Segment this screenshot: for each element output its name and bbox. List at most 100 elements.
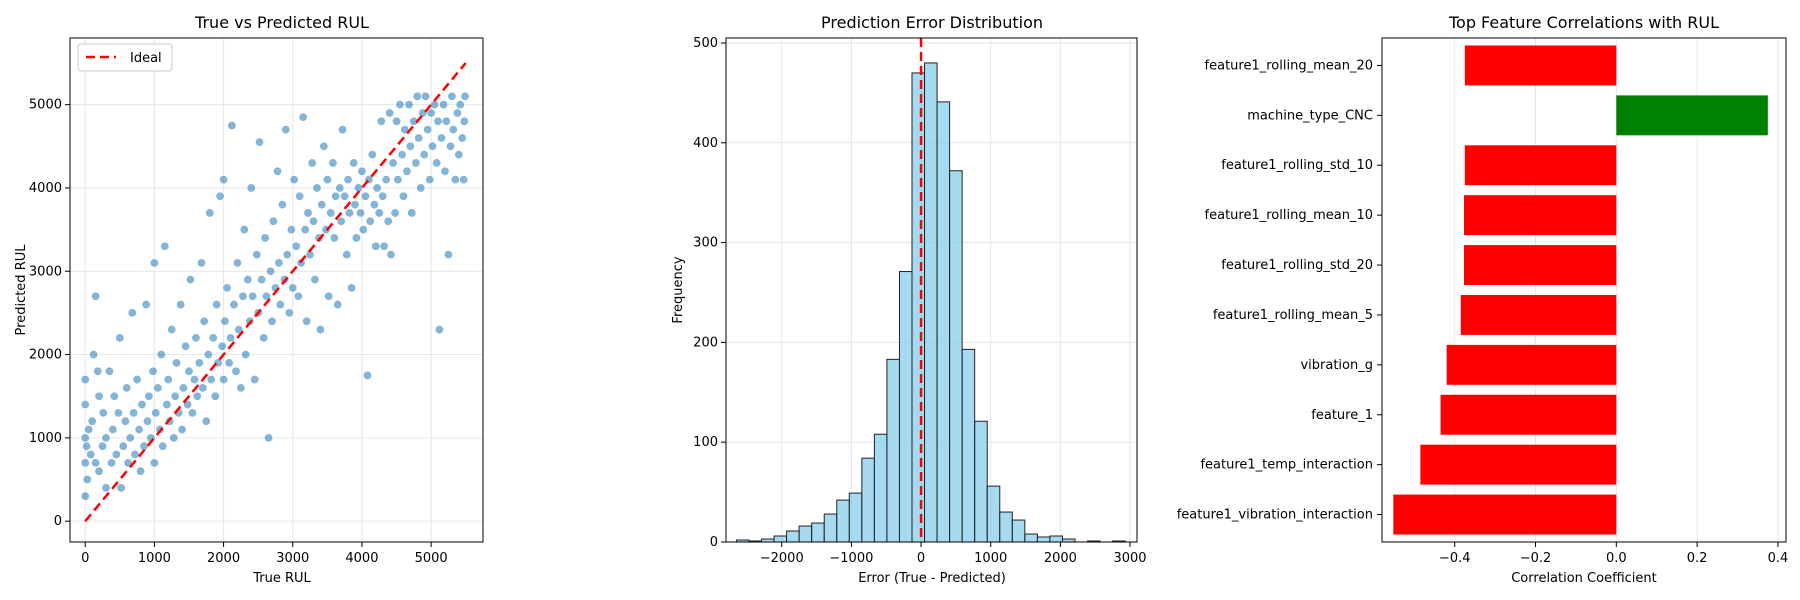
scatter-point xyxy=(343,175,353,185)
scatter-point xyxy=(225,333,235,343)
scatter-point xyxy=(312,183,322,193)
scatter-point xyxy=(302,316,312,326)
scatter-point xyxy=(411,158,421,168)
scatter-point xyxy=(439,100,449,110)
correlation-bar xyxy=(1393,494,1617,535)
scatter-point xyxy=(206,375,216,385)
correlation-bar xyxy=(1464,45,1617,86)
correlation-bar xyxy=(1464,245,1617,286)
scatter-point xyxy=(407,208,417,218)
scatter-point xyxy=(212,300,222,310)
scatter-point xyxy=(376,116,386,126)
histogram-bar xyxy=(936,101,951,543)
scatter-point xyxy=(340,191,350,201)
scatter-point xyxy=(241,350,251,360)
scatter-point xyxy=(101,433,111,443)
histogram-bar xyxy=(974,420,988,543)
correlation-category-label: feature1_temp_interaction xyxy=(1200,458,1373,473)
scatter-point xyxy=(80,375,90,385)
correlation-ticks: −0.4 −0.2 0.0 0.2 0.4 feature1_rolling_mean_2… xyxy=(1177,58,1789,566)
scatter-point xyxy=(328,158,338,168)
correlation-chart: Top Feature Correlations with RUL −0.4 −0… xyxy=(1177,13,1789,586)
scatter-point xyxy=(246,183,256,193)
scatter-point xyxy=(447,91,457,101)
scatter-point xyxy=(116,483,126,493)
scatter-point xyxy=(94,391,104,401)
scatter-point xyxy=(357,166,367,176)
scatter-point xyxy=(326,208,336,218)
scatter-point xyxy=(190,375,200,385)
scatter-point xyxy=(93,366,103,376)
scatter-point xyxy=(383,216,393,226)
scatter-point xyxy=(405,141,415,151)
legend-box xyxy=(77,43,173,72)
histogram-frame xyxy=(725,37,1138,543)
scatter-point xyxy=(261,291,271,301)
scatter-point xyxy=(385,108,395,118)
scatter-point xyxy=(178,383,188,393)
scatter-point xyxy=(390,208,400,218)
scatter-point xyxy=(277,200,287,210)
histogram-xtick-label: 2000 xyxy=(1044,551,1077,566)
scatter-point xyxy=(151,408,161,418)
correlation-category-label: feature1_rolling_mean_20 xyxy=(1205,58,1373,73)
scatter-point xyxy=(455,100,465,110)
scatter-point xyxy=(198,383,208,393)
correlation-xtick-label: −0.4 xyxy=(1439,551,1471,566)
scatter-point xyxy=(210,391,220,401)
scatter-chart: True vs Predicted RUL 0 1000 2000 3000 4000 5… xyxy=(14,13,484,586)
histogram-bar xyxy=(873,433,888,543)
scatter-point xyxy=(136,466,146,476)
scatter-point xyxy=(115,333,125,343)
scatter-point xyxy=(295,191,305,201)
scatter-point xyxy=(120,416,130,426)
scatter-point xyxy=(423,125,433,135)
scatter-title: True vs Predicted RUL xyxy=(194,13,369,32)
scatter-point xyxy=(227,120,237,130)
scatter-point xyxy=(421,91,431,101)
histogram-bar xyxy=(811,522,825,543)
scatter-point xyxy=(335,183,345,193)
scatter-point xyxy=(460,91,470,101)
scatter-point xyxy=(324,291,334,301)
correlation-frame xyxy=(1381,37,1787,543)
histogram-bar xyxy=(1011,519,1026,543)
histogram-bar xyxy=(848,492,863,543)
scatter-point xyxy=(445,141,455,151)
scatter-points xyxy=(80,91,470,501)
scatter-point xyxy=(82,475,92,485)
scatter-point xyxy=(419,150,429,160)
scatter-point xyxy=(358,225,368,235)
scatter-point xyxy=(426,108,436,118)
scatter-xlabel: True RUL xyxy=(252,571,311,586)
scatter-frame xyxy=(69,37,484,543)
scatter-point xyxy=(199,316,209,326)
histogram-bar xyxy=(786,530,800,543)
histogram-bar xyxy=(949,170,963,543)
correlation-category-label: feature1_rolling_std_10 xyxy=(1221,158,1373,173)
scatter-point xyxy=(219,375,229,385)
scatter-point xyxy=(208,333,218,343)
scatter-point xyxy=(395,100,405,110)
scatter-point xyxy=(298,112,308,122)
scatter-point xyxy=(398,191,408,201)
scatter-point xyxy=(232,258,242,268)
scatter-point xyxy=(349,158,359,168)
scatter-point xyxy=(433,116,443,126)
scatter-ytick-label: 2000 xyxy=(29,348,62,363)
scatter-ytick-label: 1000 xyxy=(29,431,62,446)
scatter-point xyxy=(98,441,108,451)
scatter-xtick-label: 4000 xyxy=(345,551,378,566)
scatter-point xyxy=(351,233,361,243)
histogram-title: Prediction Error Distribution xyxy=(821,13,1043,32)
scatter-point xyxy=(397,150,407,160)
scatter-point xyxy=(224,358,234,368)
scatter-point xyxy=(196,258,206,268)
scatter-point xyxy=(80,458,90,468)
scatter-point xyxy=(342,250,352,260)
correlation-xtick-label: −0.2 xyxy=(1520,551,1552,566)
histogram-ytick-label: 400 xyxy=(693,136,718,151)
scatter-point xyxy=(108,425,118,435)
scatter-point xyxy=(443,250,453,260)
